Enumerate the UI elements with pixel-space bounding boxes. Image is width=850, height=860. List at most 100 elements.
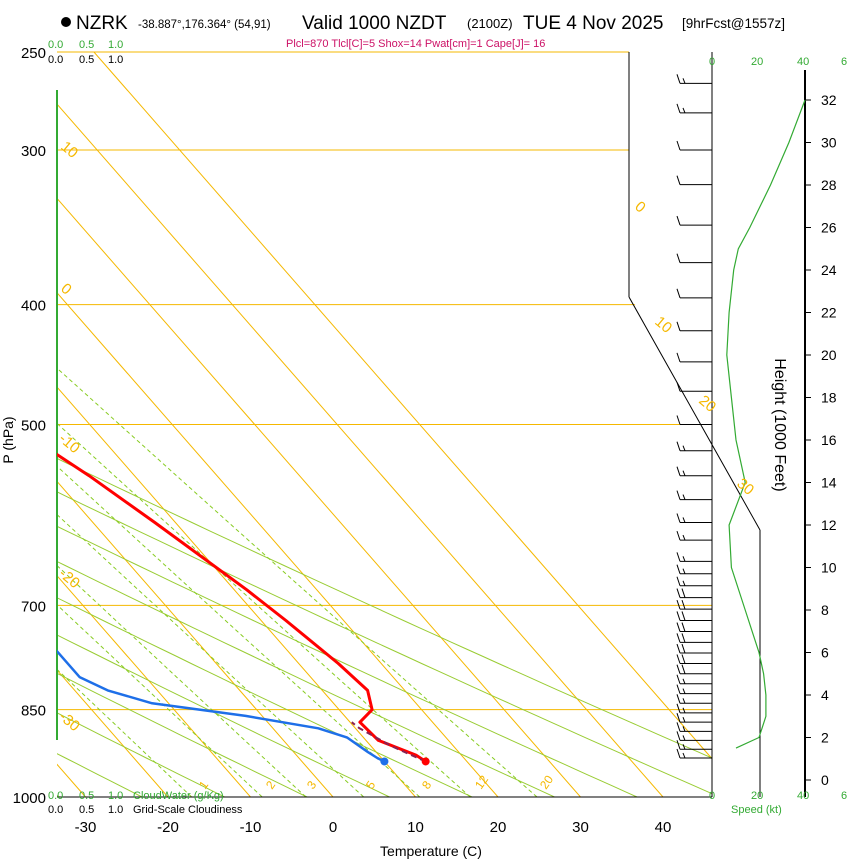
height-tick-label: 12 bbox=[821, 517, 837, 533]
wind-barb-flag bbox=[676, 654, 681, 664]
temp-tick-label: 10 bbox=[407, 819, 424, 836]
frame-layer bbox=[56, 51, 761, 798]
height-tick-label: 18 bbox=[821, 390, 837, 406]
wind-barb-half bbox=[682, 445, 686, 451]
isotherm-line bbox=[57, 52, 334, 797]
height-tick-label: 8 bbox=[821, 602, 829, 618]
wind-barb-flag bbox=[676, 703, 681, 713]
wind-barb-half bbox=[682, 470, 686, 476]
wind-barb-flag bbox=[676, 731, 681, 741]
bot-cloudiness-label: Grid-Scale Cloudiness bbox=[133, 804, 243, 816]
wind-barb bbox=[676, 722, 712, 732]
mixing-ratio-line bbox=[57, 304, 307, 797]
wind-barb-flag bbox=[676, 588, 681, 598]
wind-barb bbox=[676, 684, 712, 695]
height-tick-label: 28 bbox=[821, 177, 837, 193]
bot-speed-0: 0 bbox=[709, 790, 715, 802]
wind-barb bbox=[676, 731, 712, 741]
wind-barb-flag bbox=[676, 576, 681, 586]
height-tick-label: 32 bbox=[821, 92, 837, 108]
isotherm-label: -10 bbox=[55, 430, 83, 457]
wind-barb-flag bbox=[676, 684, 681, 694]
temp-tick-label: 20 bbox=[490, 819, 507, 836]
text-layer: NZRK -38.887°,176.364° (54,91) Valid 100… bbox=[0, 13, 847, 859]
height-tick-label: 20 bbox=[821, 347, 837, 363]
wind-barb-half bbox=[682, 534, 686, 541]
wind-barb bbox=[676, 748, 712, 759]
pressure-tick-label: 700 bbox=[21, 598, 46, 615]
top-speed-3: 6 bbox=[841, 56, 847, 68]
wind-barb-flag bbox=[676, 382, 681, 392]
forecast-info: [9hrFcst@1557z] bbox=[682, 16, 785, 31]
wind-barb-flag bbox=[676, 664, 681, 674]
wind-barb bbox=[676, 654, 712, 664]
pressure-tick-label: 1000 bbox=[13, 790, 46, 807]
isotherm-label: 10 bbox=[651, 313, 675, 337]
wind-barb bbox=[676, 513, 712, 523]
wind-barb bbox=[676, 74, 712, 84]
bot-speed-2: 40 bbox=[797, 790, 809, 802]
isotherm-line bbox=[57, 52, 169, 797]
wind-barb bbox=[676, 703, 712, 714]
mixing-ratio-label: 12 bbox=[472, 772, 491, 791]
bot-speed-3: 6 bbox=[841, 790, 847, 802]
utc-time: (2100Z) bbox=[467, 16, 513, 31]
wind-barb-half bbox=[682, 78, 686, 84]
wind-barb-flag bbox=[681, 622, 686, 632]
wind-barb-half bbox=[682, 494, 686, 500]
wind-barb-flag bbox=[676, 175, 681, 185]
wind-barb-flag bbox=[676, 321, 681, 331]
y-axis-title: P (hPa) bbox=[0, 416, 16, 463]
dewpoint-line bbox=[57, 93, 385, 763]
isotherm-label: 20 bbox=[695, 392, 719, 416]
mixing-ratio-line bbox=[57, 304, 538, 797]
top-cloudwater-1: 0.5 bbox=[79, 39, 94, 51]
dry-adiabat-line bbox=[57, 52, 555, 797]
mixing-ratio-line bbox=[57, 304, 421, 797]
wind-barb bbox=[676, 321, 712, 332]
wind-barb-flag bbox=[676, 352, 681, 363]
bot-cloudwater-1: 0.5 bbox=[79, 790, 94, 802]
wind-barb-flag bbox=[681, 599, 686, 610]
top-speed-0: 0 bbox=[709, 56, 715, 68]
wind-barb-flag bbox=[676, 288, 681, 298]
mixing-ratio-line bbox=[57, 304, 365, 797]
wind-barb-flag bbox=[681, 611, 686, 621]
wind-barb-flag bbox=[676, 530, 681, 541]
wind-barb bbox=[676, 466, 712, 477]
wind-barb-flag bbox=[681, 643, 686, 654]
wind-barb bbox=[676, 694, 712, 704]
wind-barb-half bbox=[682, 580, 686, 586]
dry-adiabat-line bbox=[57, 52, 225, 797]
wind-barb-half bbox=[682, 517, 686, 523]
mixing-ratio-line bbox=[57, 304, 471, 797]
height-tick-label: 4 bbox=[821, 687, 829, 703]
height-tick-label: 26 bbox=[821, 220, 837, 236]
wind-barb-flag bbox=[681, 588, 686, 598]
dry-adiabat-line bbox=[57, 52, 390, 797]
bot-cloudwater-2: 1.0 bbox=[108, 790, 123, 802]
wind-barb-flag bbox=[681, 633, 686, 643]
temp-tick-label: 0 bbox=[329, 819, 337, 836]
x-axis-title: Temperature (C) bbox=[380, 843, 482, 859]
wind-barb bbox=[676, 441, 712, 452]
wind-barb-flag bbox=[676, 103, 681, 114]
right-panel bbox=[676, 52, 811, 797]
bot-cloudwater-0: 0.0 bbox=[48, 790, 63, 802]
isotherm-line bbox=[57, 52, 251, 797]
bot-cloudiness-1: 0.5 bbox=[79, 804, 94, 816]
wind-barb-flag bbox=[676, 564, 681, 574]
height-tick-label: 0 bbox=[821, 772, 829, 788]
wind-barb-flag bbox=[676, 415, 681, 425]
pressure-tick-label: 850 bbox=[21, 703, 46, 720]
wind-barb bbox=[676, 140, 712, 151]
height-tick-label: 22 bbox=[821, 305, 837, 321]
wind-barb-flag bbox=[676, 643, 681, 654]
station-coords: -38.887°,176.364° (54,91) bbox=[138, 19, 271, 31]
dry-adiabat-line bbox=[57, 52, 473, 797]
wind-barb bbox=[676, 382, 712, 392]
pressure-tick-label: 400 bbox=[21, 298, 46, 315]
surface-dew-dot bbox=[380, 757, 389, 766]
mixing-ratio-line bbox=[57, 304, 193, 797]
